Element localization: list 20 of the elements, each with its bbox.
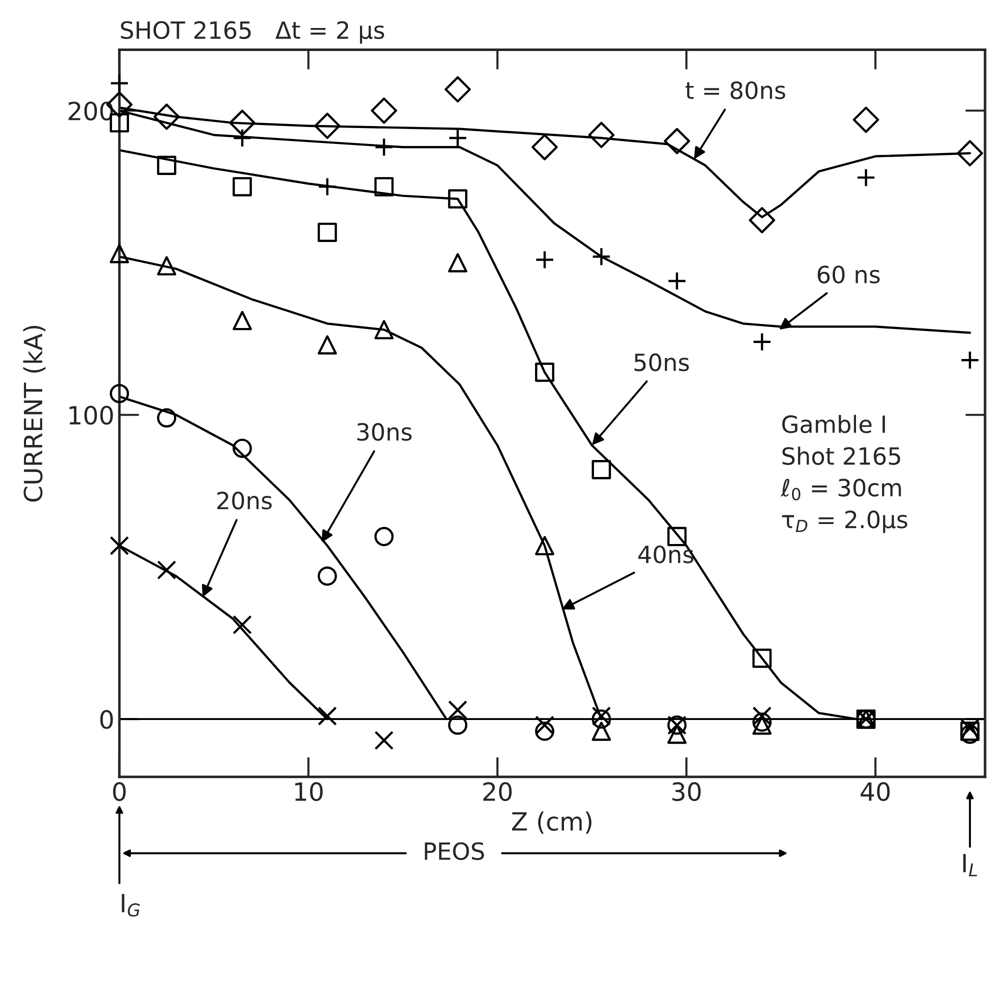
annotation: 20ns xyxy=(217,492,272,510)
y-tick-label: 0 xyxy=(100,710,113,729)
x-tick-label: 0 xyxy=(113,782,126,802)
chart-title: SHOT 2165 Δt = 2 μs xyxy=(120,21,384,44)
annotation: t = 80ns xyxy=(686,81,786,100)
y-tick-label: 100 xyxy=(70,406,113,425)
x-tick-label: 10 xyxy=(295,782,323,802)
x-tick-label: 30 xyxy=(672,782,701,802)
x-tick-label: 20 xyxy=(483,782,512,802)
annotation: Gamble I Shot 2165 ℓ$_{0}$ = 30cm τ$_{D}$ = 2.0μs xyxy=(780,414,908,533)
x-axis-title: Z (cm) xyxy=(512,812,592,834)
x-tick-label: 40 xyxy=(860,782,890,802)
text: PEOS xyxy=(424,842,484,860)
annotation: 40ns xyxy=(638,545,694,564)
y-axis-title: CURRENT (kA) xyxy=(23,326,46,502)
text: I$_{L}$ xyxy=(963,854,978,876)
annotation: 60 ns xyxy=(818,266,880,284)
annotation: 50ns xyxy=(634,353,689,372)
text: I$_{G}$ xyxy=(122,894,140,917)
annotation: 30ns xyxy=(357,422,412,441)
